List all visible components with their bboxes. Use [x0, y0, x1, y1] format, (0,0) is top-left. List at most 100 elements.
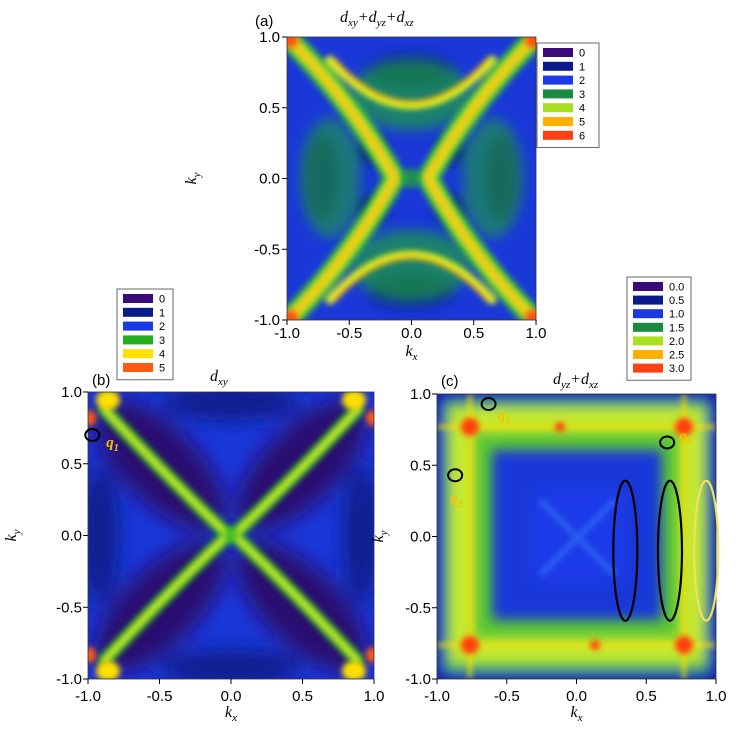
panel-b: (b) dxy — [3, 288, 385, 724]
panel-c-label: (c) — [441, 373, 459, 390]
x-tick-label: 0.0 — [401, 325, 422, 342]
y-tick-label: 0.0 — [61, 528, 82, 545]
q-label: q1 — [106, 435, 119, 454]
x-tick-label: 0.0 — [221, 688, 242, 705]
legend-label: 1.0 — [669, 309, 684, 321]
y-tick-label: -1.0 — [56, 671, 82, 688]
y-tick-label: 0.5 — [410, 457, 431, 474]
panel-a-title: dxy+dyz+dxz — [340, 9, 414, 29]
legend-label: 0 — [579, 48, 585, 60]
nesting-ellipse — [693, 479, 720, 622]
y-axis-label: ky — [183, 172, 203, 184]
legend-label: 0.0 — [669, 282, 684, 294]
legend-swatch — [543, 103, 573, 113]
q-marker — [480, 396, 497, 411]
legend-swatch — [633, 336, 663, 346]
y-tick-label: 0.0 — [410, 529, 431, 546]
x-tick-label: -0.5 — [336, 325, 362, 342]
legend-label: 2.0 — [669, 336, 684, 348]
x-tick-label: -1.0 — [424, 688, 450, 705]
legend-swatch — [633, 282, 663, 291]
nesting-ellipse — [612, 479, 639, 622]
panel-b-heatmap — [88, 392, 374, 679]
legend-swatch — [543, 89, 573, 99]
x-tick-label: -0.5 — [147, 688, 173, 705]
legend-label: 0.5 — [669, 295, 684, 307]
legend-label: 2 — [159, 321, 165, 333]
y-tick-label: 1.0 — [259, 29, 280, 46]
legend-swatch — [123, 321, 153, 331]
legend-label: 3 — [159, 335, 165, 347]
y-axis-label: ky — [3, 529, 23, 541]
x-tick-label: 1.0 — [364, 688, 385, 705]
legend-label: 1 — [579, 61, 585, 73]
legend-swatch — [543, 75, 573, 85]
panel-c-heatmap — [437, 394, 716, 679]
legend-label: 3 — [579, 89, 585, 101]
legend-label: 5 — [579, 117, 585, 129]
x-tick-label: 0.5 — [463, 325, 484, 342]
legend-label: 1.5 — [669, 322, 684, 334]
legend-swatch — [543, 117, 573, 126]
legend-swatch — [543, 61, 573, 71]
q-label: q3 — [498, 408, 511, 427]
legend-swatch — [123, 349, 153, 359]
panel-c-title: dyz+dxz — [553, 371, 599, 391]
panel-a-label: (a) — [255, 13, 273, 30]
x-tick-label: -0.5 — [494, 688, 520, 705]
legend-swatch — [633, 295, 663, 305]
y-tick-label: -0.5 — [254, 241, 280, 258]
legend-swatch — [633, 309, 663, 319]
legend-label: 4 — [579, 103, 585, 115]
y-tick-label: -1.0 — [254, 312, 280, 329]
legend-label: 2 — [579, 75, 585, 87]
legend-label: 4 — [159, 349, 165, 361]
q-marker — [84, 428, 101, 443]
q-label: q4 — [679, 428, 692, 447]
x-tick-label: -1.0 — [274, 325, 300, 342]
q-label: q2 — [450, 491, 463, 510]
panel-b-title: dxy — [210, 368, 228, 388]
y-tick-label: 1.0 — [410, 386, 431, 403]
nesting-ellipse — [656, 479, 684, 622]
x-tick-label: 0.5 — [292, 688, 313, 705]
x-axis-label: kx — [225, 704, 237, 724]
y-tick-label: 1.0 — [61, 384, 82, 401]
legend-label: 1 — [159, 307, 165, 319]
y-tick-label: -1.0 — [405, 671, 431, 688]
legend-label: 2.5 — [669, 350, 684, 362]
legend-label: 6 — [579, 130, 585, 142]
legend-swatch — [123, 335, 153, 345]
x-tick-label: 0.5 — [636, 688, 657, 705]
legend-swatch — [123, 307, 153, 317]
legend-label: 5 — [159, 363, 165, 375]
x-tick-label: 0.0 — [566, 688, 587, 705]
x-axis-label: kx — [406, 343, 418, 363]
x-tick-label: 1.0 — [526, 325, 547, 342]
y-tick-label: 0.5 — [259, 100, 280, 117]
x-tick-label: -1.0 — [75, 688, 101, 705]
y-tick-label: -0.5 — [56, 599, 82, 616]
panel-b-label: (b) — [92, 372, 110, 389]
legend-label: 0 — [159, 294, 165, 306]
panel-c: (c) dyz+dxz — [370, 276, 727, 724]
y-tick-label: 0.0 — [259, 171, 280, 188]
legend-swatch — [633, 363, 663, 373]
legend-swatch — [543, 130, 573, 140]
y-tick-label: -0.5 — [405, 600, 431, 617]
legend-swatch — [123, 294, 153, 303]
legend-swatch — [123, 363, 153, 372]
legend-label: 3.0 — [669, 363, 684, 375]
y-axis-label: ky — [370, 530, 390, 542]
panel-a: (a) dxy+dyz+dxz — [183, 9, 600, 363]
x-tick-label: 1.0 — [706, 688, 727, 705]
panel-a-heatmap — [287, 37, 536, 320]
q-marker — [659, 435, 676, 450]
legend-swatch — [543, 48, 573, 57]
legend-swatch — [633, 350, 663, 359]
legend-swatch — [633, 322, 663, 332]
q-marker — [447, 468, 464, 483]
y-tick-label: 0.5 — [61, 456, 82, 473]
x-axis-label: kx — [571, 704, 583, 724]
